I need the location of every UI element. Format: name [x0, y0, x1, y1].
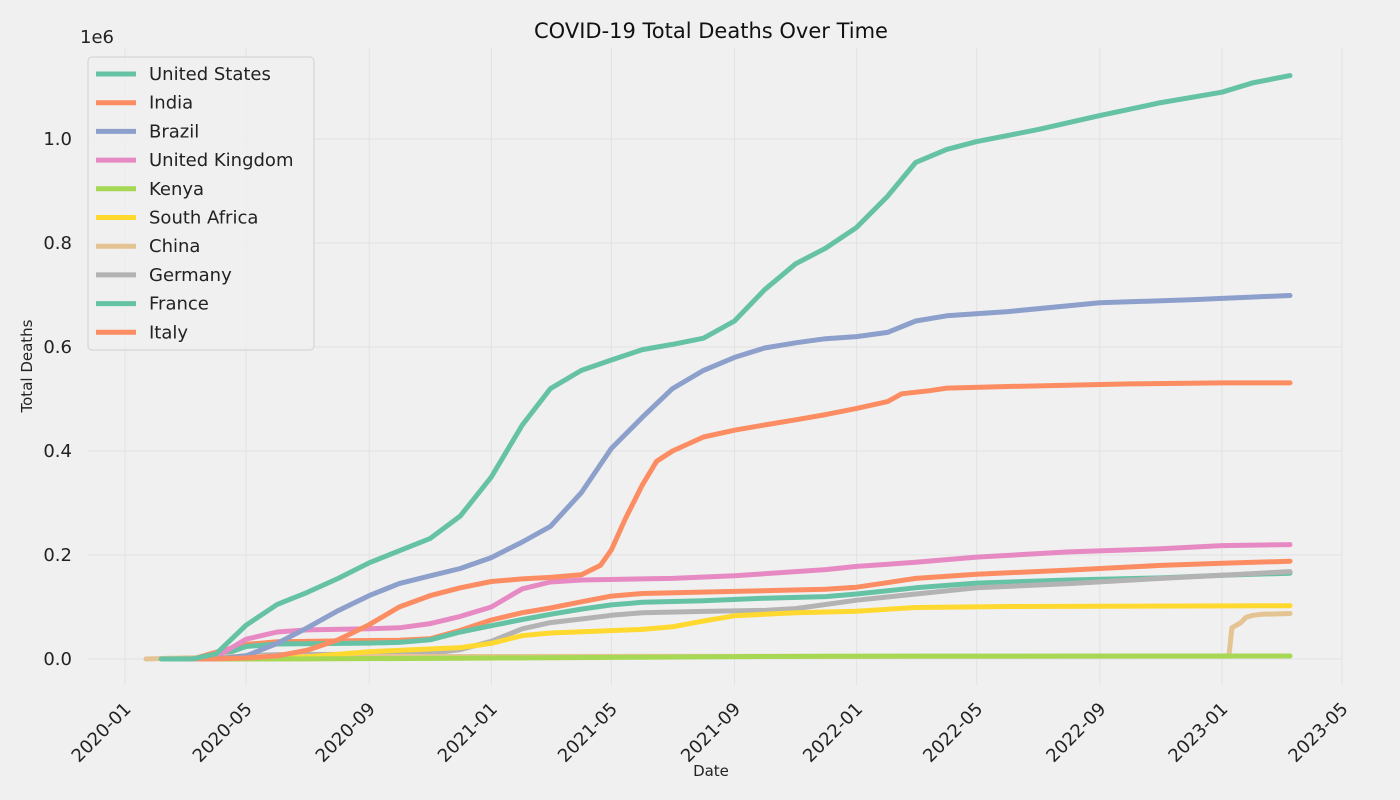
x-tick-label: 2022-01	[799, 699, 867, 767]
legend-label-india: India	[149, 93, 193, 114]
y-tick-label: 0.4	[43, 441, 72, 462]
legend-label-germany: Germany	[149, 265, 232, 286]
x-tick-label: 2022-05	[919, 699, 987, 767]
legend-label-south-africa: South Africa	[149, 208, 258, 229]
x-tick-label: 2021-09	[677, 699, 745, 767]
legend-label-united-states: United States	[149, 64, 271, 85]
series-line-brazil	[198, 293, 1293, 662]
legend-label-kenya: Kenya	[149, 179, 204, 200]
x-tick-label: 2020-09	[312, 699, 380, 767]
x-tick-label: 2023-05	[1284, 699, 1352, 767]
legend-label-france: France	[149, 294, 209, 315]
legend-label-china: China	[149, 236, 200, 257]
series-line-india	[193, 380, 1293, 662]
series-line-south-africa	[208, 603, 1293, 662]
x-axis-label: Date	[693, 762, 729, 780]
y-axis-label: Total Deaths	[18, 319, 36, 413]
series-layer	[143, 73, 1293, 662]
x-tick-label: 2022-09	[1042, 699, 1110, 767]
legend: United States India Brazil United Kingdom Ke…	[87, 56, 315, 351]
chart-title: COVID-19 Total Deaths Over Time	[534, 19, 888, 43]
x-axis-ticks: 2020-01 2020-05 2020-09 2021-01 2021-05 2021-…	[68, 699, 1353, 767]
y-tick-label: 0.0	[43, 649, 72, 670]
legend-box	[87, 56, 315, 351]
y-tick-label: 0.2	[43, 545, 72, 566]
x-tick-label: 2021-01	[434, 699, 502, 767]
series-line-united-states	[158, 73, 1293, 662]
y-tick-label: 0.8	[43, 233, 72, 254]
legend-label-brazil: Brazil	[149, 121, 199, 142]
legend-label-united-kingdom: United Kingdom	[149, 150, 293, 171]
legend-label-italy: Italy	[149, 322, 188, 343]
x-tick-label: 2020-05	[189, 699, 257, 767]
series-line-kenya	[196, 653, 1293, 662]
x-tick-label: 2023-01	[1164, 699, 1232, 767]
y-tick-label: 1.0	[43, 129, 72, 150]
y-offset-label: 1e6	[80, 27, 114, 48]
x-tick-label: 2021-05	[554, 699, 622, 767]
y-axis-ticks: 0.0 0.2 0.4 0.6 0.8 1.0	[43, 129, 72, 670]
x-tick-label: 2020-01	[68, 699, 136, 767]
y-tick-label: 0.6	[43, 337, 72, 358]
